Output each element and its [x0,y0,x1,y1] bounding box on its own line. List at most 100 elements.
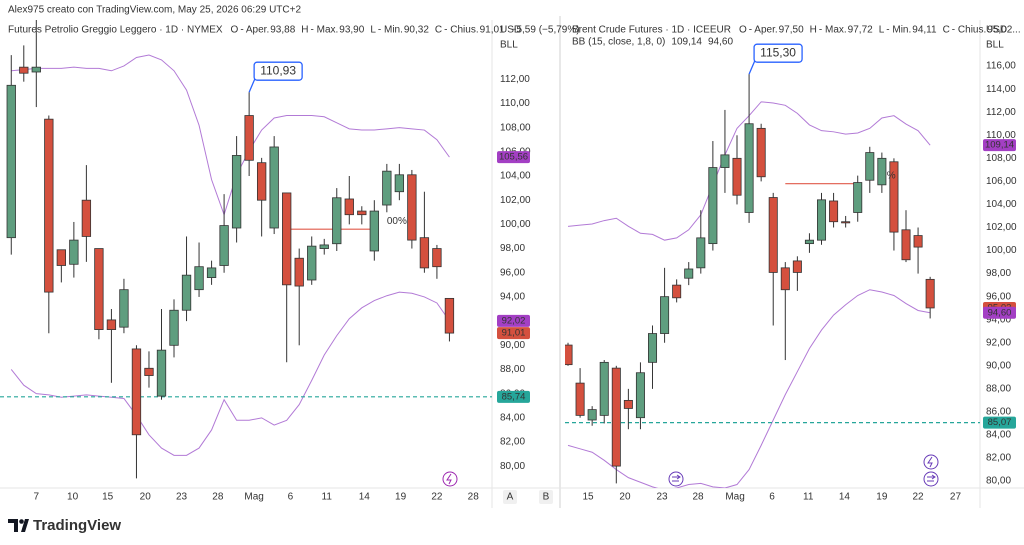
candle-body [169,309,179,346]
y-tick-label: 104,00 [500,171,531,182]
x-tick-label: 19 [876,492,888,503]
price-tag-label: 105,56 [499,152,528,163]
x-tick-label: 11 [322,492,333,503]
x-tick-label: 14 [839,492,851,503]
candle-body [19,66,29,74]
x-tick-label: Mag [244,492,263,503]
icon-glyph [927,456,933,468]
caption: Alex975 creato con TradingView.com, May … [8,5,301,16]
icon[interactable] [923,471,939,487]
candle-body [829,200,839,223]
plot-area: % [565,74,980,488]
price-tag [983,306,1016,319]
logo-mark [21,519,29,532]
button[interactable] [539,490,553,504]
candle-body [131,348,142,436]
candle-body [69,239,79,265]
legend-value: 97,50 [779,25,804,36]
legend-value: 93,90 [339,25,364,36]
y-tick-label: 82,00 [986,453,1011,464]
y-tick-label: 110,00 [986,130,1016,141]
y-tick-label: 96,00 [986,291,1011,302]
y-tick-label: 82,00 [500,437,525,448]
x-tick-label: 22 [913,492,925,503]
callout-box [253,61,303,81]
candle-body [611,367,621,467]
candle-body [106,319,117,330]
candle-body [575,382,585,416]
brand-name: TradingView [33,517,121,534]
legend-key: C [435,25,442,36]
y-tick-label: 100,00 [986,245,1017,256]
price-tag-label: 92,02 [502,315,526,326]
y-tick-label: 88,00 [500,364,525,375]
candle-body [432,248,442,268]
unit-label: USD [986,25,1007,36]
icon[interactable] [442,471,458,487]
legend-label: - Chius. [444,25,478,36]
indicator-value: 94,60 [708,37,733,48]
candle-body [382,170,392,206]
candle-body [768,197,778,273]
candle-body [419,237,430,269]
price-tag [497,314,530,327]
legend-value: 95,02... [987,25,1020,36]
icon-glyph [672,474,681,482]
candle-body [587,409,597,421]
x-tick-label: 27 [950,492,962,503]
y-tick-label: 108,00 [986,153,1017,164]
legend-label: - Max. [819,25,847,36]
candle-body [889,161,899,233]
icon[interactable] [668,471,684,487]
candle-body [119,289,129,328]
candle-body [219,225,229,266]
callout-pointer [248,77,256,93]
legend-key: C [943,25,950,36]
candle-body [407,174,417,241]
y-tick-label: 104,00 [986,199,1017,210]
callout-box [753,43,803,63]
price-tag-label: 94,60 [988,307,1012,318]
legend-value: 90,32 [404,25,429,36]
x-tick-label: 15 [582,492,594,503]
candle-body [332,197,342,245]
candle-body [913,235,923,248]
y-tick-label: 90,00 [986,360,1011,371]
price-tag [497,390,530,403]
candle-body [357,210,367,216]
callout-pointer [748,59,756,75]
y-tick-label: 100,00 [500,219,531,230]
indicator-label: BB (15, close, 1,8, 0) [572,37,665,48]
icon-glyph [446,473,452,485]
candle-body [648,333,658,363]
icon[interactable] [923,454,939,470]
y-tick-label: 96,00 [500,267,525,278]
candle-body [599,361,609,416]
price-tag [497,327,530,340]
candle-body [181,274,192,311]
y-tick-label: 80,00 [500,461,525,472]
button[interactable] [503,490,517,504]
legend-key: L [370,25,376,36]
y-tick-label: 108,00 [500,122,531,133]
candle-body [732,157,742,196]
price-tag-label: 109,14 [985,140,1014,151]
candle-body [269,146,279,229]
candle-body [744,123,754,213]
chart-title: Brent Crude Futures · 1D · ICEEUR [572,25,731,36]
y-tick-label: 114,00 [986,84,1016,95]
x-tick-label: 22 [431,492,443,503]
y-tick-label: 94,00 [500,292,525,303]
candle-body [344,198,354,216]
brand-logo [8,519,29,532]
icon-glyph [927,474,936,482]
candle-body [925,278,935,309]
legend-key: H [301,25,308,36]
button-label[interactable]: B [543,492,550,503]
button-label[interactable]: A [507,492,514,503]
legend-value: 94,11 [912,25,937,36]
y-tick-label: 116,00 [986,61,1016,72]
candle-body [635,372,645,419]
